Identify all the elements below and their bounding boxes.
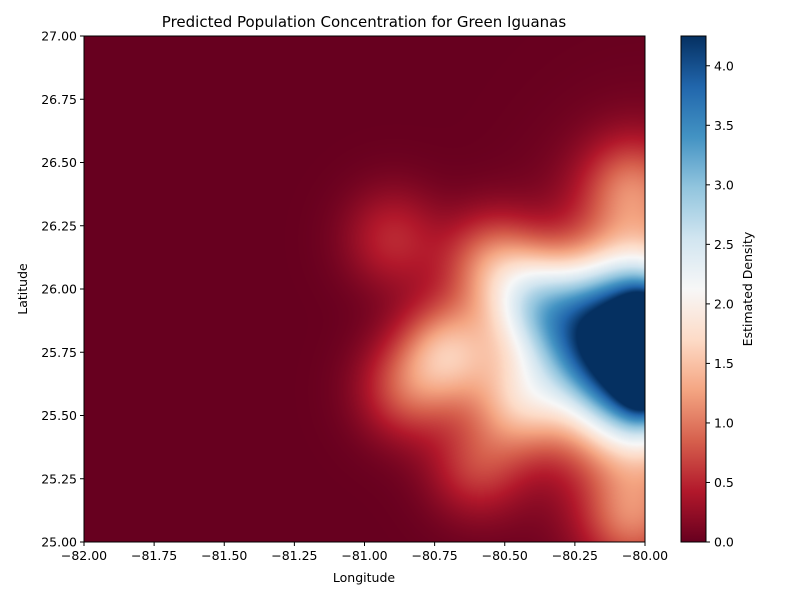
y-tick-label: 26.00 [41,282,77,297]
x-tick-label: −80.00 [622,548,668,563]
y-tick-label: 25.00 [41,535,77,550]
colorbar-tick-label: 1.0 [714,415,734,430]
x-tick-label: −80.25 [552,548,598,563]
colorbar-gradient [680,35,707,543]
x-tick-label: −80.75 [411,548,457,563]
y-tick-label: 25.25 [41,471,77,486]
colorbar-tick-label: 0.0 [714,535,734,550]
colorbar-tick-label: 2.0 [714,296,734,311]
colorbar-tick-label: 2.5 [714,237,734,252]
y-tick-label: 26.50 [41,155,77,170]
colorbar-tick-label: 0.5 [714,475,734,490]
colorbar-tick-label: 3.0 [714,177,734,192]
y-tick-label: 26.75 [41,92,77,107]
colorbar-label: Estimated Density [740,231,755,346]
x-tick-label: −82.00 [61,548,107,563]
x-tick-label: −81.00 [341,548,387,563]
y-axis: 25.00 25.25 25.50 25.75 26.00 26.25 26.50 26.75… [41,29,84,550]
plot-area [83,35,646,543]
y-tick-label: 26.25 [41,218,77,233]
x-tick-label: −81.75 [131,548,177,563]
colorbar-tick-label: 4.0 [714,58,734,73]
x-axis: −82.00 −81.75 −81.50 −81.25 −81.00 −80.75 −80.… [61,542,668,563]
colorbar-tick-label: 1.5 [714,356,734,371]
y-axis-label: Latitude [15,263,30,315]
x-tick-label: −80.50 [482,548,528,563]
x-axis-label: Longitude [333,570,395,585]
y-tick-label: 27.00 [41,29,77,44]
colorbar: 0.0 0.5 1.0 1.5 2.0 2.5 3.0 3.5 4.0 [680,35,734,550]
x-tick-label: −81.50 [201,548,247,563]
chart-title: Predicted Population Concentration for G… [162,13,567,31]
density-field [84,36,645,542]
colorbar-tick-label: 3.5 [714,118,734,133]
y-tick-label: 25.75 [41,345,77,360]
y-tick-label: 25.50 [41,408,77,423]
x-tick-label: −81.25 [271,548,317,563]
